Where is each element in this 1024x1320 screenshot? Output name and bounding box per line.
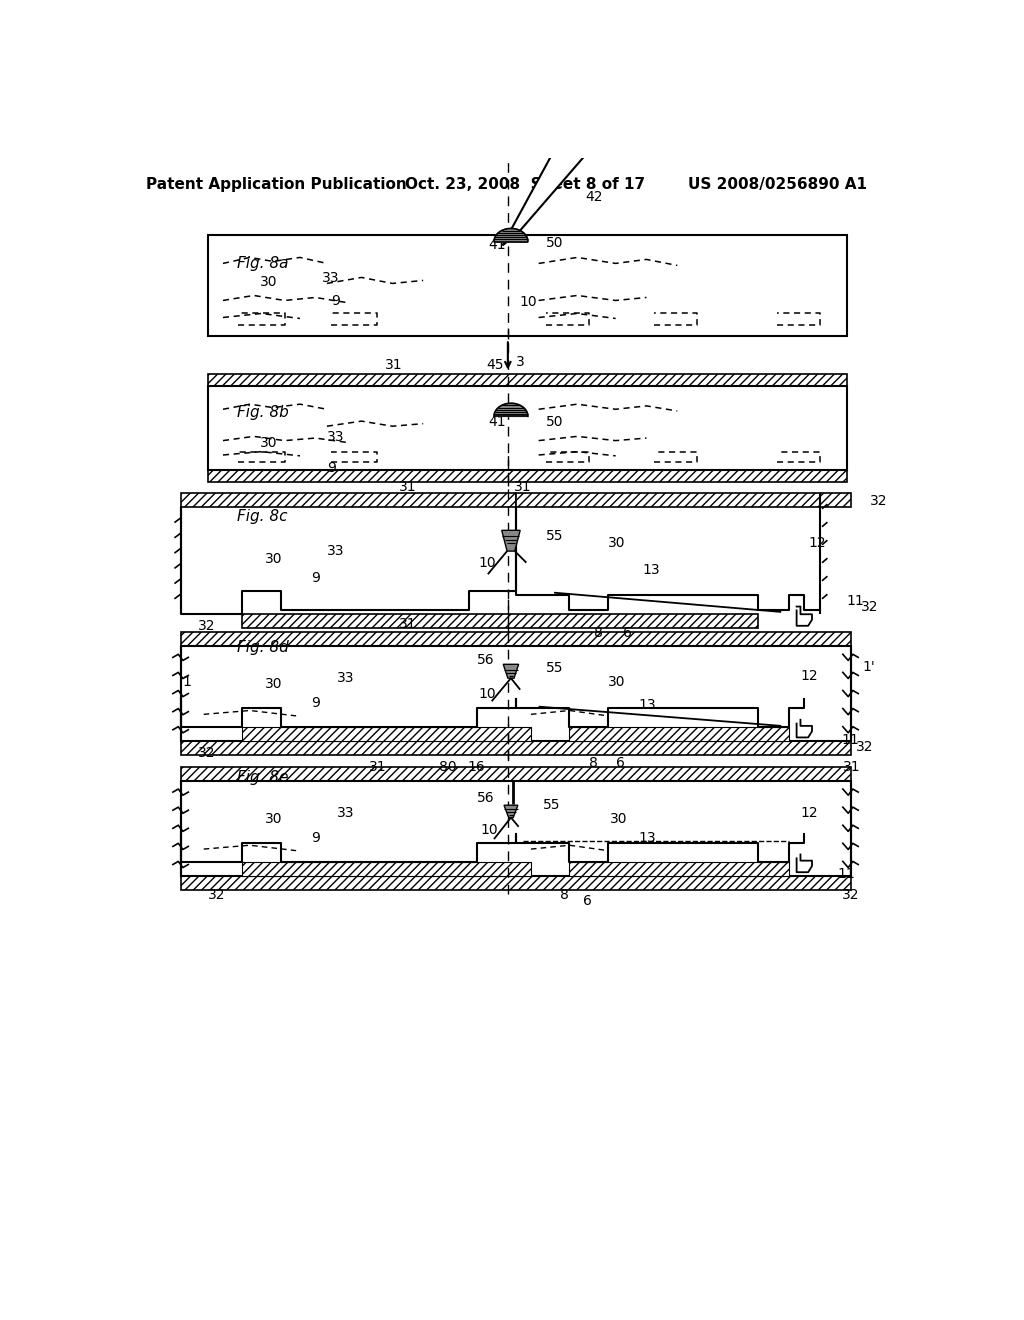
- Text: 55: 55: [547, 529, 564, 543]
- Text: 31: 31: [398, 618, 416, 631]
- Text: 12: 12: [801, 807, 818, 820]
- Text: 11: 11: [838, 867, 855, 882]
- Text: 33: 33: [337, 671, 354, 685]
- Text: 30: 30: [265, 552, 283, 566]
- Text: 8: 8: [560, 888, 569, 903]
- Text: 31: 31: [398, 480, 416, 494]
- Bar: [569, 727, 788, 742]
- Text: 31: 31: [370, 760, 387, 774]
- Text: 1': 1': [862, 660, 874, 673]
- Text: 6: 6: [584, 894, 592, 908]
- Text: 55: 55: [543, 799, 560, 812]
- Bar: [180, 494, 515, 507]
- Text: 10: 10: [478, 556, 497, 570]
- Polygon shape: [503, 664, 518, 678]
- Text: 8: 8: [594, 627, 603, 640]
- Text: 10: 10: [481, 822, 499, 837]
- Text: 31: 31: [843, 760, 860, 774]
- Text: 30: 30: [260, 275, 278, 289]
- Text: 33: 33: [337, 807, 354, 820]
- Text: 11: 11: [847, 594, 864, 609]
- Text: 50: 50: [547, 236, 564, 249]
- Text: 13: 13: [643, 564, 660, 577]
- Polygon shape: [503, 141, 587, 246]
- Text: 32: 32: [869, 494, 887, 508]
- Text: 56: 56: [477, 653, 495, 668]
- Text: 16: 16: [468, 760, 485, 774]
- Text: 10: 10: [478, 686, 497, 701]
- Text: 33: 33: [327, 430, 344, 444]
- Bar: [243, 862, 531, 876]
- Text: Fig. 8d: Fig. 8d: [237, 640, 289, 655]
- Text: Patent Application Publication: Patent Application Publication: [146, 177, 408, 193]
- Text: 1: 1: [183, 675, 191, 689]
- Text: Fig. 8c: Fig. 8c: [237, 510, 288, 524]
- Text: Fig. 8a: Fig. 8a: [237, 256, 289, 272]
- Bar: [208, 235, 847, 335]
- Bar: [180, 742, 851, 755]
- Bar: [180, 876, 851, 890]
- Text: 41: 41: [487, 239, 506, 252]
- Text: 6: 6: [615, 756, 625, 770]
- Text: 30: 30: [608, 675, 626, 689]
- Text: 30: 30: [608, 536, 626, 550]
- Text: 8: 8: [589, 756, 598, 770]
- Bar: [569, 862, 788, 876]
- Text: Fig. 8b: Fig. 8b: [237, 405, 289, 420]
- Bar: [208, 385, 847, 470]
- Text: 32: 32: [860, 601, 878, 614]
- Text: 32: 32: [842, 888, 859, 903]
- Text: US 2008/0256890 A1: US 2008/0256890 A1: [688, 177, 867, 193]
- Bar: [180, 780, 851, 876]
- Text: 32: 32: [199, 619, 216, 632]
- Text: 32: 32: [199, 746, 216, 760]
- Text: 33: 33: [327, 544, 344, 558]
- Text: 30: 30: [265, 677, 283, 690]
- Text: 31: 31: [385, 358, 402, 372]
- Bar: [180, 767, 851, 780]
- Text: 56: 56: [477, 791, 495, 804]
- Bar: [243, 614, 758, 628]
- Text: 32: 32: [208, 888, 225, 903]
- Bar: [208, 470, 847, 482]
- Text: 33: 33: [322, 271, 339, 285]
- Text: 50: 50: [547, 414, 564, 429]
- Text: 6: 6: [624, 627, 632, 640]
- Bar: [180, 632, 851, 645]
- Text: 41: 41: [487, 414, 506, 429]
- Text: 32: 32: [856, 741, 873, 755]
- Text: 3: 3: [515, 355, 524, 370]
- Text: 12: 12: [801, 669, 818, 682]
- Polygon shape: [502, 531, 520, 552]
- Text: 9: 9: [311, 696, 321, 710]
- Text: 9: 9: [331, 294, 340, 308]
- Text: 12: 12: [808, 536, 825, 550]
- Text: 30: 30: [265, 812, 283, 826]
- Bar: [180, 645, 851, 742]
- Text: 31: 31: [514, 480, 531, 494]
- Polygon shape: [494, 228, 528, 242]
- Text: 30: 30: [260, 437, 278, 450]
- Text: 13: 13: [639, 832, 656, 845]
- Polygon shape: [494, 404, 528, 416]
- Text: 55: 55: [547, 661, 564, 675]
- Text: 9: 9: [311, 832, 321, 845]
- Text: Fig. 8e: Fig. 8e: [237, 770, 289, 785]
- Text: 9: 9: [311, 572, 321, 585]
- Text: 11: 11: [842, 733, 859, 747]
- Bar: [208, 374, 847, 385]
- Bar: [243, 727, 531, 742]
- Text: 9: 9: [327, 461, 336, 475]
- Polygon shape: [504, 805, 518, 817]
- Text: Oct. 23, 2008  Sheet 8 of 17: Oct. 23, 2008 Sheet 8 of 17: [404, 177, 645, 193]
- Text: 30: 30: [609, 812, 627, 826]
- Text: 80: 80: [438, 760, 456, 774]
- Text: 42: 42: [585, 190, 602, 203]
- Text: 45: 45: [486, 358, 504, 372]
- Bar: [515, 494, 851, 507]
- Text: 13: 13: [639, 698, 656, 711]
- Text: 10: 10: [519, 296, 537, 309]
